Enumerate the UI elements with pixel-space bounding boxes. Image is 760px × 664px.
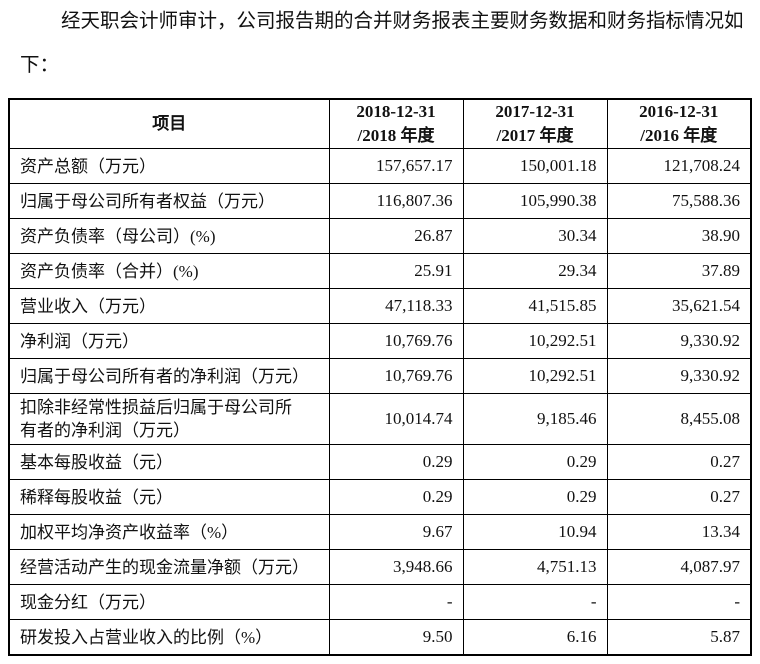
column-header: 2016-12-31 /2016 年度 [606, 98, 752, 149]
label-cell: 资产负债率（合并）(%) [8, 253, 330, 289]
value-cell: 8,455.08 [606, 393, 752, 445]
label-cell: 基本每股收益（元） [8, 444, 330, 480]
table-row: 加权平均净资产收益率（%） 9.67 10.94 13.34 [8, 514, 752, 550]
label-cell: 加权平均净资产收益率（%） [8, 514, 330, 550]
value-cell: 10,292.51 [462, 323, 608, 359]
value-cell: 10,014.74 [328, 393, 464, 445]
value-cell: 10,292.51 [462, 358, 608, 394]
value-cell: 41,515.85 [462, 288, 608, 324]
table-row: 营业收入（万元） 47,118.33 41,515.85 35,621.54 [8, 288, 752, 324]
header-row: 项目 2018-12-31 /2018 年度 2017-12-31 /2017 年度… [8, 98, 752, 149]
column-header: 项目 [8, 98, 330, 149]
table-row: 资产总额（万元） 157,657.17 150,001.18 121,708.24 [8, 148, 752, 184]
value-cell: 10.94 [462, 514, 608, 550]
value-cell: 0.29 [462, 479, 608, 515]
financial-table: 项目 2018-12-31 /2018 年度 2017-12-31 /2017 年度… [8, 98, 752, 656]
value-cell: 25.91 [328, 253, 464, 289]
value-cell: 9.67 [328, 514, 464, 550]
value-cell: 10,769.76 [328, 323, 464, 359]
value-cell: 3,948.66 [328, 549, 464, 585]
value-cell: 13.34 [606, 514, 752, 550]
label-cell: 现金分红（万元） [8, 584, 330, 620]
value-cell: 47,118.33 [328, 288, 464, 324]
table-row: 归属于母公司所有者的净利润（万元） 10,769.76 10,292.51 9,330… [8, 358, 752, 394]
intro-paragraph: 经天职会计师审计，公司报告期的合并财务报表主要财务数据和财务指标情况如下： [20, 11, 744, 76]
value-cell: 9.50 [328, 619, 464, 656]
value-cell: - [462, 584, 608, 620]
table-row: 研发投入占营业收入的比例（%） 9.50 6.16 5.87 [8, 619, 752, 656]
value-cell: 37.89 [606, 253, 752, 289]
label-cell: 扣除非经常性损益后归属于母公司所 有者的净利润（万元） [8, 393, 330, 445]
value-cell: 30.34 [462, 218, 608, 254]
value-cell: 26.87 [328, 218, 464, 254]
label-cell: 研发投入占营业收入的比例（%） [8, 619, 330, 656]
table-row: 基本每股收益（元） 0.29 0.29 0.27 [8, 444, 752, 480]
label-cell: 稀释每股收益（元） [8, 479, 330, 515]
label-cell: 经营活动产生的现金流量净额（万元） [8, 549, 330, 585]
value-cell: - [606, 584, 752, 620]
table-row: 经营活动产生的现金流量净额（万元） 3,948.66 4,751.13 4,087.9… [8, 549, 752, 585]
value-cell: 105,990.38 [462, 183, 608, 219]
value-cell: 0.29 [328, 444, 464, 480]
value-cell: 38.90 [606, 218, 752, 254]
value-cell: 75,588.36 [606, 183, 752, 219]
value-cell: - [328, 584, 464, 620]
value-cell: 0.29 [328, 479, 464, 515]
value-cell: 9,330.92 [606, 323, 752, 359]
value-cell: 150,001.18 [462, 148, 608, 184]
label-cell: 归属于母公司所有者权益（万元） [8, 183, 330, 219]
table-row: 稀释每股收益（元） 0.29 0.29 0.27 [8, 479, 752, 515]
value-cell: 4,751.13 [462, 549, 608, 585]
value-cell: 121,708.24 [606, 148, 752, 184]
column-header: 2017-12-31 /2017 年度 [462, 98, 608, 149]
label-cell: 资产负债率（母公司）(%) [8, 218, 330, 254]
value-cell: 0.27 [606, 444, 752, 480]
value-cell: 0.27 [606, 479, 752, 515]
value-cell: 5.87 [606, 619, 752, 656]
label-cell: 归属于母公司所有者的净利润（万元） [8, 358, 330, 394]
label-cell: 资产总额（万元） [8, 148, 330, 184]
table-row: 资产负债率（合并）(%) 25.91 29.34 37.89 [8, 253, 752, 289]
value-cell: 0.29 [462, 444, 608, 480]
table-body: 资产总额（万元） 157,657.17 150,001.18 121,708.24 归属… [8, 148, 752, 656]
value-cell: 6.16 [462, 619, 608, 656]
value-cell: 29.34 [462, 253, 608, 289]
value-cell: 10,769.76 [328, 358, 464, 394]
label-cell: 营业收入（万元） [8, 288, 330, 324]
label-cell: 净利润（万元） [8, 323, 330, 359]
value-cell: 4,087.97 [606, 549, 752, 585]
table-row: 资产负债率（母公司）(%) 26.87 30.34 38.90 [8, 218, 752, 254]
table-row: 归属于母公司所有者权益（万元） 116,807.36 105,990.38 75,58… [8, 183, 752, 219]
column-header: 2018-12-31 /2018 年度 [328, 98, 464, 149]
table-row: 扣除非经常性损益后归属于母公司所 有者的净利润（万元） 10,014.74 9,18… [8, 393, 752, 445]
value-cell: 35,621.54 [606, 288, 752, 324]
value-cell: 157,657.17 [328, 148, 464, 184]
value-cell: 9,185.46 [462, 393, 608, 445]
table-row: 现金分红（万元） - - - [8, 584, 752, 620]
table-row: 净利润（万元） 10,769.76 10,292.51 9,330.92 [8, 323, 752, 359]
value-cell: 9,330.92 [606, 358, 752, 394]
value-cell: 116,807.36 [328, 183, 464, 219]
